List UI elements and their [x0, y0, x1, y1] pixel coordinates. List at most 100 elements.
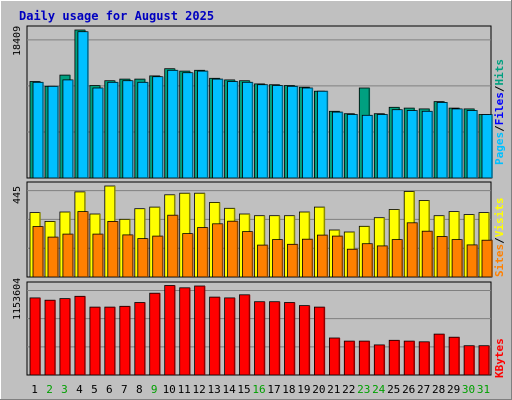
- bar-kbytes-day-9: [149, 292, 161, 376]
- x-tick-label-day-5: 5: [91, 383, 98, 396]
- x-tick-label-day-4: 4: [76, 383, 83, 396]
- bar-sites-day-19: [301, 238, 313, 278]
- bar-kbytes-day-7: [119, 305, 131, 376]
- bar-sites-day-1: [32, 226, 44, 278]
- legend-kbytes: KBytes: [493, 338, 506, 378]
- bar-kbytes-day-31: [478, 345, 490, 376]
- bar-kbytes-day-26: [403, 340, 415, 376]
- bar-kbytes-day-22: [343, 340, 355, 376]
- x-tick-label-day-18: 18: [282, 383, 295, 396]
- bar-sites-day-2: [47, 236, 59, 278]
- bar-sites-day-3: [62, 233, 74, 278]
- bar-sites-day-28: [436, 236, 448, 278]
- bar-sites-day-10: [167, 214, 179, 278]
- x-tick-label-day-23: 23: [357, 383, 370, 396]
- bar-kbytes-day-18: [284, 302, 295, 376]
- bar-sites-day-11: [182, 233, 194, 278]
- bar-sites-day-5: [92, 233, 104, 278]
- bar-files-day-4: [77, 31, 89, 179]
- bar-files-day-7: [122, 80, 134, 179]
- visits-sites-panel: [26, 181, 493, 278]
- bar-kbytes-day-28: [433, 333, 445, 376]
- x-tick-label-day-22: 22: [342, 383, 355, 396]
- bar-sites-day-25: [391, 239, 403, 278]
- bar-files-day-9: [152, 76, 164, 179]
- x-tick-label-day-14: 14: [222, 383, 236, 396]
- bar-files-day-18: [287, 85, 298, 179]
- x-tick-label-day-3: 3: [61, 383, 68, 396]
- x-tick-label-day-13: 13: [207, 383, 220, 396]
- bar-files-day-5: [92, 87, 104, 179]
- bar-sites-day-27: [421, 230, 433, 278]
- bar-files-day-3: [62, 79, 74, 179]
- x-tick-label-day-25: 25: [387, 383, 400, 396]
- x-tick-label-day-1: 1: [31, 383, 38, 396]
- bar-files-day-15: [242, 81, 253, 179]
- bar-files-day-12: [197, 70, 209, 179]
- bar-sites-day-26: [406, 222, 418, 278]
- bar-files-day-27: [421, 110, 433, 179]
- bar-sites-day-24: [376, 245, 388, 278]
- bar-kbytes-day-11: [179, 287, 191, 376]
- bar-sites-day-29: [451, 239, 463, 278]
- bar-kbytes-day-16: [254, 301, 265, 376]
- bar-files-day-11: [182, 72, 194, 179]
- bar-files-day-19: [301, 87, 313, 179]
- bar-files-day-13: [212, 78, 224, 179]
- bar-files-day-8: [137, 81, 149, 179]
- x-tick-label-day-26: 26: [402, 383, 415, 396]
- bar-sites-day-8: [137, 238, 149, 278]
- panel2-ymax-label: 445: [12, 186, 23, 204]
- bar-files-day-10: [167, 69, 179, 179]
- bar-files-day-14: [227, 81, 239, 179]
- bar-files-day-25: [391, 109, 403, 179]
- bar-files-day-31: [481, 114, 493, 179]
- x-tick-label-day-16: 16: [252, 383, 265, 396]
- bar-sites-day-21: [331, 235, 343, 278]
- x-tick-label-day-12: 12: [192, 383, 205, 396]
- bar-kbytes-day-5: [89, 306, 101, 376]
- bar-kbytes-day-1: [29, 297, 41, 376]
- bar-kbytes-day-30: [463, 345, 475, 376]
- x-tick-label-day-8: 8: [136, 383, 143, 396]
- panel1-ymax-label: 18409: [12, 26, 23, 56]
- bar-files-day-21: [331, 111, 343, 179]
- bar-kbytes-day-6: [104, 306, 116, 376]
- x-tick-label-day-27: 27: [417, 383, 430, 396]
- x-tick-label-day-20: 20: [312, 383, 325, 396]
- bar-files-day-28: [436, 102, 448, 179]
- bar-kbytes-day-8: [134, 302, 146, 376]
- bar-files-day-20: [316, 90, 328, 179]
- bar-files-day-16: [257, 84, 268, 179]
- bar-files-day-24: [376, 114, 388, 179]
- bar-kbytes-day-19: [298, 305, 310, 376]
- bar-sites-day-16: [257, 244, 268, 278]
- x-tick-label-day-6: 6: [106, 383, 113, 396]
- x-tick-label-day-10: 10: [163, 383, 176, 396]
- bar-sites-day-14: [227, 220, 239, 278]
- legend-hits: Hits: [493, 59, 506, 86]
- x-tick-label-day-2: 2: [46, 383, 53, 396]
- panel3-ymax-label: 1153604: [12, 278, 23, 320]
- x-axis-day-labels: 1 2 3 4 5 6 7 8 9 10 11 12 13 14 15 16 17 18 19 20 21 22 23 24 2…: [31, 383, 490, 396]
- bar-sites-day-17: [272, 239, 283, 278]
- bar-sites-day-12: [197, 227, 209, 278]
- x-tick-label-day-9: 9: [151, 383, 158, 396]
- legend-visits: Visits: [493, 198, 506, 238]
- x-tick-label-day-28: 28: [432, 383, 445, 396]
- bar-sites-day-31: [481, 239, 493, 278]
- bar-sites-day-9: [152, 235, 164, 278]
- hits-files-pages-panel: [26, 25, 493, 179]
- chart-title: Daily usage for August 2025: [19, 9, 214, 23]
- bar-kbytes-day-15: [239, 294, 250, 376]
- bar-files-day-1: [32, 81, 44, 179]
- x-tick-label-day-19: 19: [297, 383, 310, 396]
- bar-kbytes-day-14: [224, 297, 236, 376]
- bar-kbytes-day-2: [44, 299, 56, 376]
- x-tick-label-day-17: 17: [267, 383, 280, 396]
- bar-kbytes-day-29: [448, 336, 460, 376]
- bar-kbytes-day-21: [328, 337, 340, 376]
- x-tick-label-day-24: 24: [372, 383, 386, 396]
- bar-files-day-26: [406, 110, 418, 179]
